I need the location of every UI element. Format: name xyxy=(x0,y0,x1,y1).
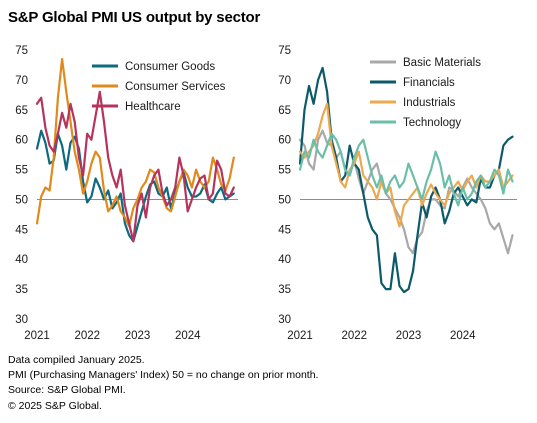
footnote-compiled: Data compiled January 2025. xyxy=(8,354,145,366)
y-tick-label: 45 xyxy=(15,224,28,236)
x-tick-label: 2022 xyxy=(74,330,100,342)
series-line-consumer-services xyxy=(35,57,235,228)
x-tick-label: 2024 xyxy=(175,330,201,342)
series-line-healthcare xyxy=(35,90,235,243)
y-tick-label: 70 xyxy=(278,75,291,87)
y-tick-label: 50 xyxy=(278,194,291,206)
x-tick-label: 2021 xyxy=(287,330,313,342)
footnotes: Data compiled January 2025. PMI (Purchas… xyxy=(8,353,318,414)
y-tick-label: 45 xyxy=(278,224,291,236)
footnote-copyright: © 2025 S&P Global. xyxy=(8,399,102,412)
x-tick-label: 2024 xyxy=(450,330,476,342)
y-tick-label: 65 xyxy=(15,105,28,117)
series-line-industrials xyxy=(298,102,514,228)
y-tick-label: 55 xyxy=(278,165,291,177)
x-tick-label: 2021 xyxy=(24,330,50,342)
series-line-consumer-goods xyxy=(35,129,235,243)
y-tick-label: 70 xyxy=(15,75,28,87)
legend-label: Financials xyxy=(403,77,455,89)
y-tick-label: 75 xyxy=(278,45,291,57)
y-tick-label: 55 xyxy=(15,165,28,177)
legend-label: Healthcare xyxy=(125,101,181,113)
y-tick-label: 40 xyxy=(278,254,291,266)
y-tick-label: 50 xyxy=(15,194,28,206)
legend-label: Industrials xyxy=(403,97,456,109)
right-panel: 30 35 40 45 50 55 60 65 70 75 2021 2022 2023 2024 Basi… xyxy=(278,45,517,342)
y-tick-label: 65 xyxy=(278,105,291,117)
legend-label: Technology xyxy=(403,117,461,129)
y-tick-label: 60 xyxy=(278,135,291,147)
y-tick-label: 75 xyxy=(15,45,28,57)
x-tick-label: 2023 xyxy=(396,330,422,342)
left-panel: 30 35 40 45 50 55 60 65 70 75 2021 2022 2023 2024 Cons… xyxy=(15,45,238,342)
page-title: S&P Global PMI US output by sector xyxy=(8,9,261,26)
x-tick-label: 2023 xyxy=(125,330,151,342)
series-line-financials xyxy=(298,66,514,294)
legend-label: Consumer Goods xyxy=(125,61,215,73)
footnote-source: Source: S&P Global PMI. xyxy=(8,384,126,397)
y-tick-label: 30 xyxy=(15,314,28,326)
legend-label: Consumer Services xyxy=(125,81,226,93)
legend-label: Basic Materials xyxy=(403,57,481,69)
y-tick-label: 30 xyxy=(278,314,291,326)
y-tick-label: 35 xyxy=(278,284,291,296)
series-line-technology xyxy=(298,132,514,207)
y-tick-label: 60 xyxy=(15,135,28,147)
y-tick-label: 40 xyxy=(15,254,28,266)
x-tick-label: 2022 xyxy=(341,330,367,342)
footnote-pmi-definition: PMI (Purchasing Managers' Index) 50 = no… xyxy=(8,369,319,382)
y-tick-label: 35 xyxy=(15,284,28,296)
